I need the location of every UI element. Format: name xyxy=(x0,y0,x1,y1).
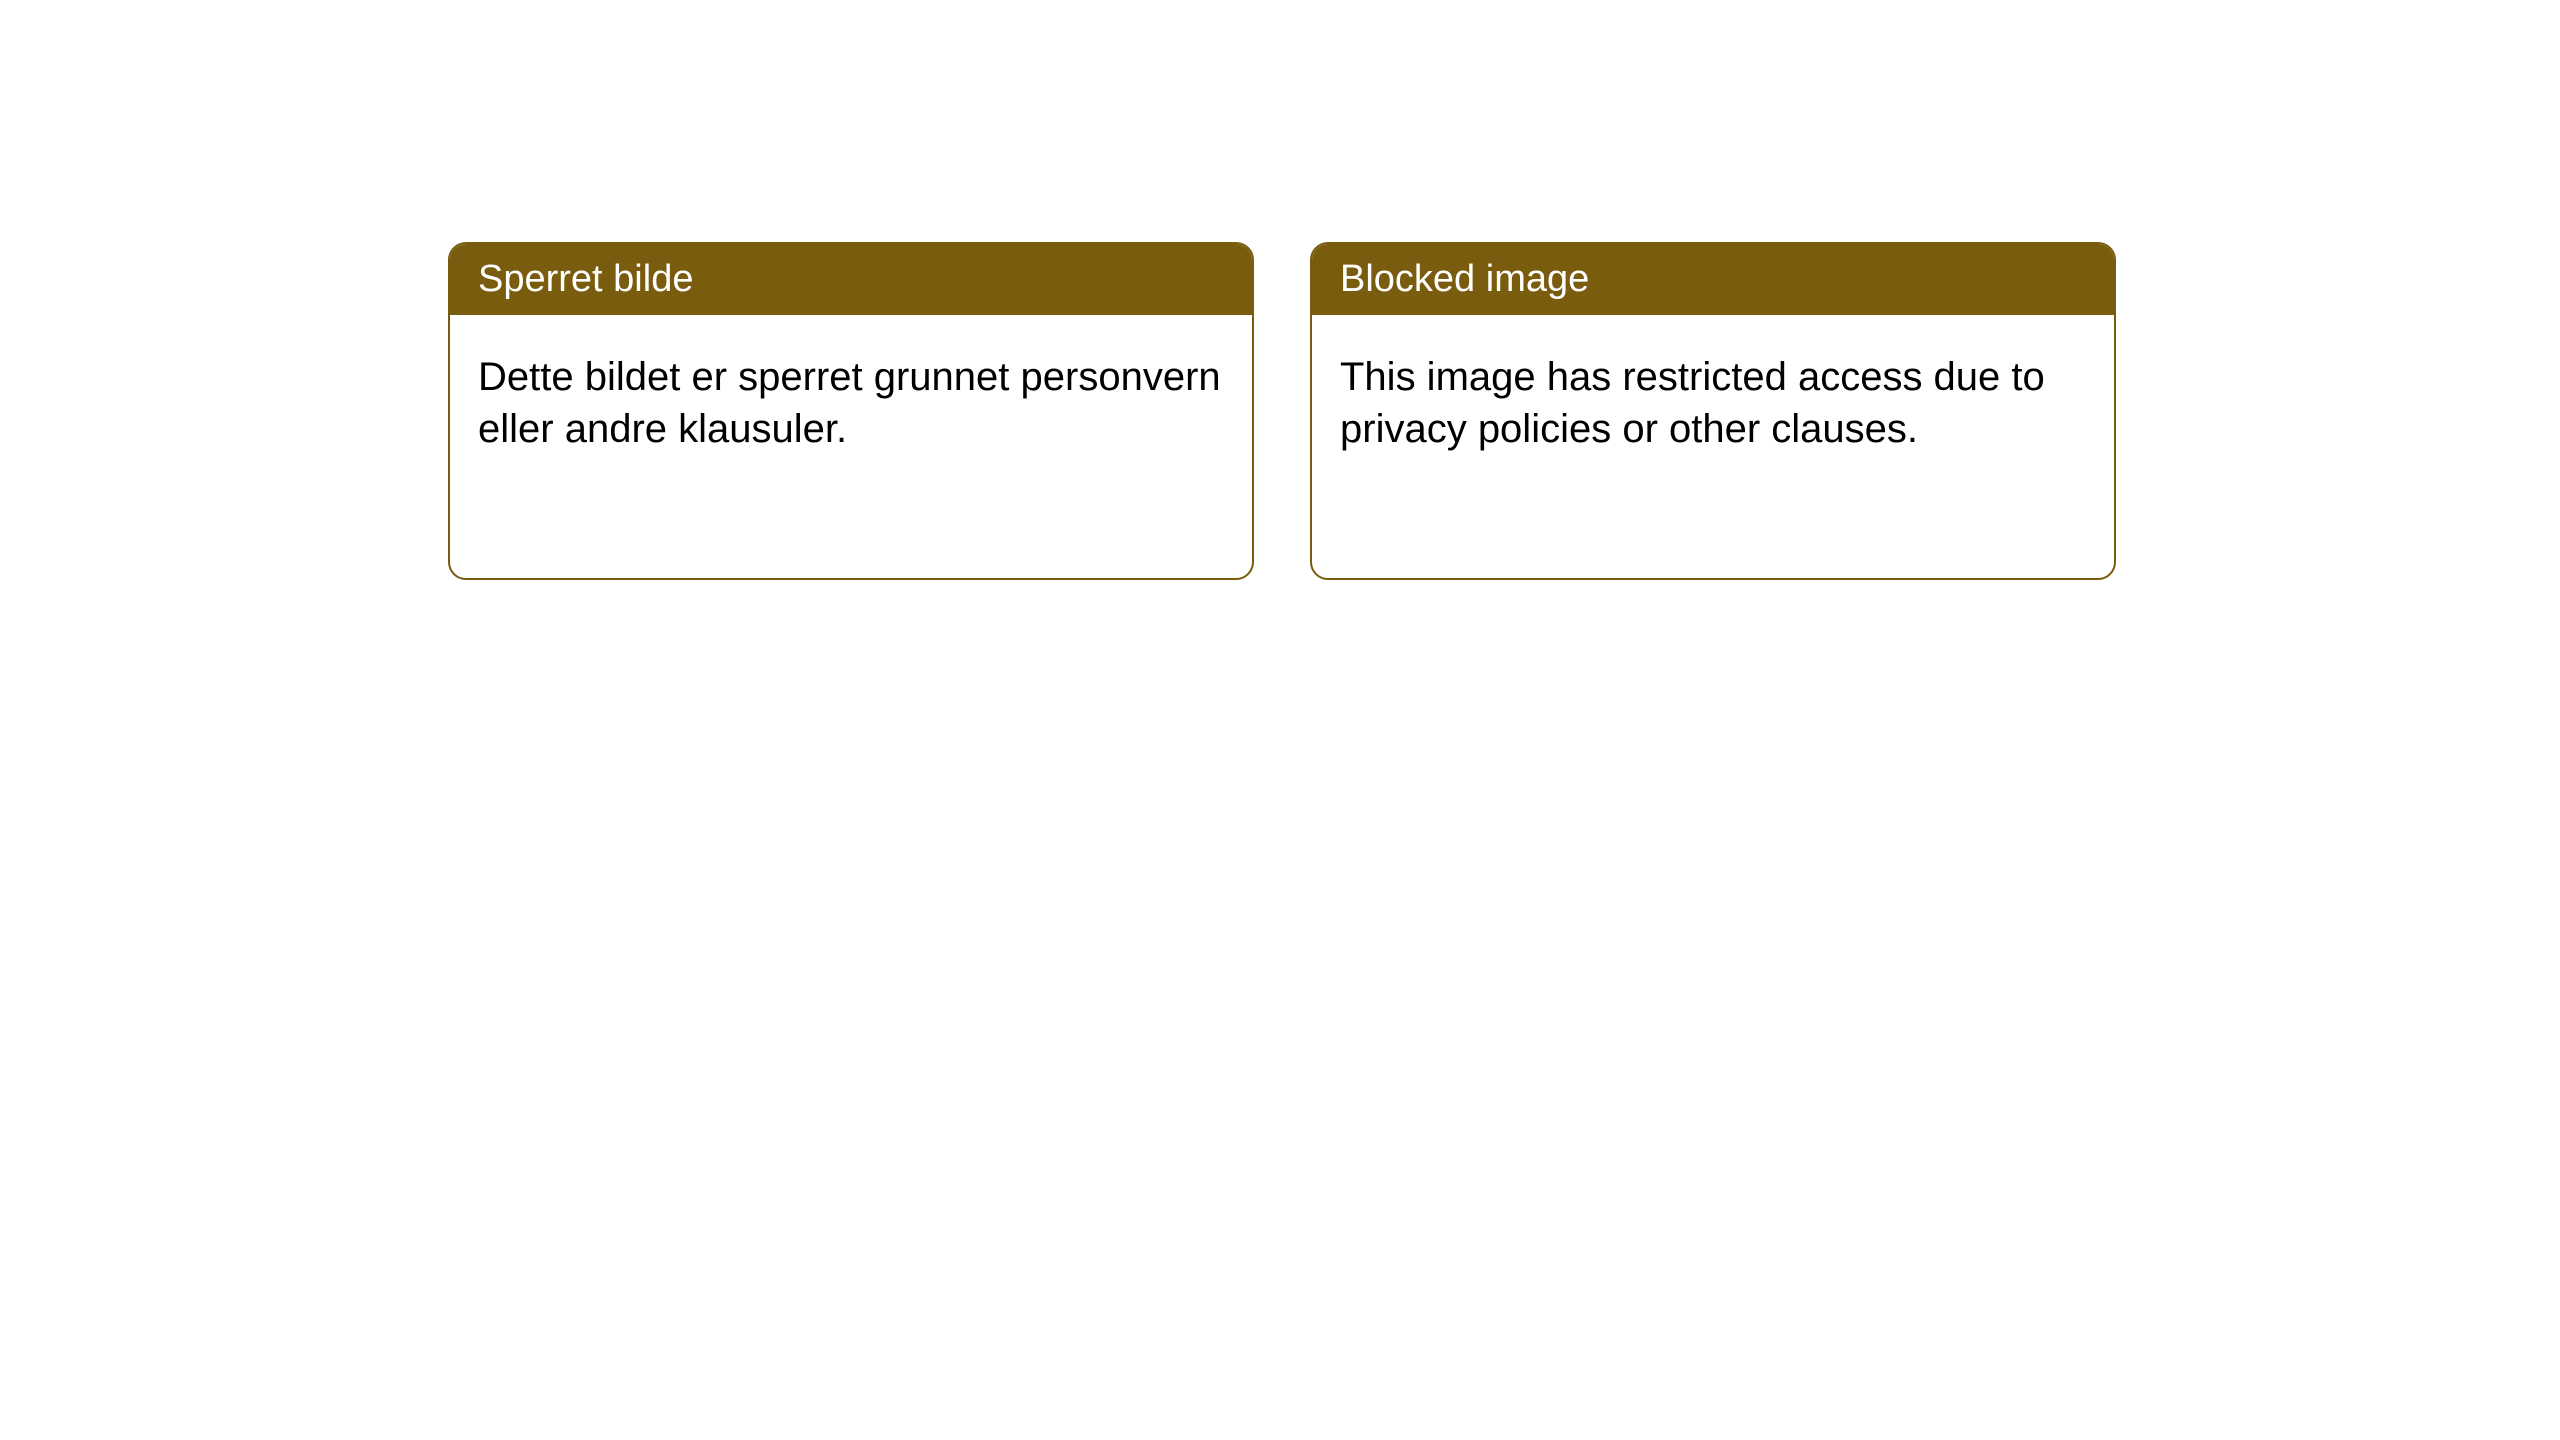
card-body-no: Dette bildet er sperret grunnet personve… xyxy=(450,315,1252,491)
notice-container: Sperret bilde Dette bildet er sperret gr… xyxy=(0,0,2560,580)
blocked-image-card-no: Sperret bilde Dette bildet er sperret gr… xyxy=(448,242,1254,580)
card-title-no: Sperret bilde xyxy=(450,244,1252,315)
blocked-image-card-en: Blocked image This image has restricted … xyxy=(1310,242,2116,580)
card-title-en: Blocked image xyxy=(1312,244,2114,315)
card-body-en: This image has restricted access due to … xyxy=(1312,315,2114,491)
